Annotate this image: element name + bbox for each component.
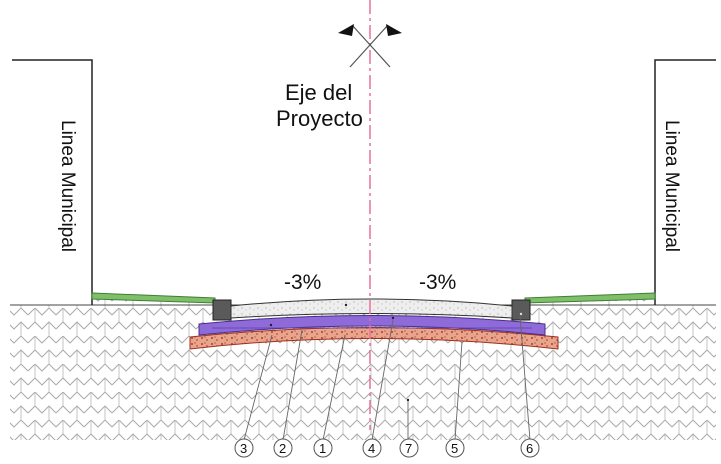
svg-text:1: 1 — [319, 441, 326, 456]
marker-dot-surface — [344, 303, 348, 307]
marker-dot-purple — [269, 323, 273, 327]
left-boundary-wall — [12, 59, 93, 305]
right-boundary-wall — [654, 59, 716, 305]
right-wall-label: Linea Municipal — [661, 120, 682, 252]
red-base-layer — [189, 327, 559, 350]
callout-7: 7 — [399, 438, 419, 458]
axis-marker-icon — [338, 24, 402, 68]
right-curb — [511, 299, 531, 321]
slope-label-right: -3% — [419, 271, 456, 294]
left-wall-label: Linea Municipal — [57, 120, 78, 252]
axis-label-line2: Proyecto — [276, 106, 363, 131]
svg-text:4: 4 — [368, 441, 375, 456]
svg-text:5: 5 — [451, 441, 458, 456]
left-curb — [212, 299, 232, 321]
callout-3: 3 — [234, 438, 254, 458]
svg-text:6: 6 — [526, 441, 533, 456]
callout-6: 6 — [520, 438, 540, 458]
marker-dot-curb — [519, 312, 523, 316]
callout-1: 1 — [313, 438, 333, 458]
callout-leaders — [243, 315, 531, 441]
slope-label-left: -3% — [284, 271, 321, 294]
svg-text:2: 2 — [279, 441, 286, 456]
callout-4: 4 — [362, 438, 382, 458]
marker-dot-soil — [406, 398, 410, 402]
svg-text:3: 3 — [240, 441, 247, 456]
callout-2: 2 — [273, 438, 293, 458]
pavement-surface-layer — [230, 298, 513, 319]
callout-5: 5 — [445, 438, 465, 458]
svg-text:7: 7 — [405, 441, 412, 456]
axis-label-line1: Eje del — [285, 80, 352, 105]
marker-dot-purple-right — [391, 316, 395, 320]
